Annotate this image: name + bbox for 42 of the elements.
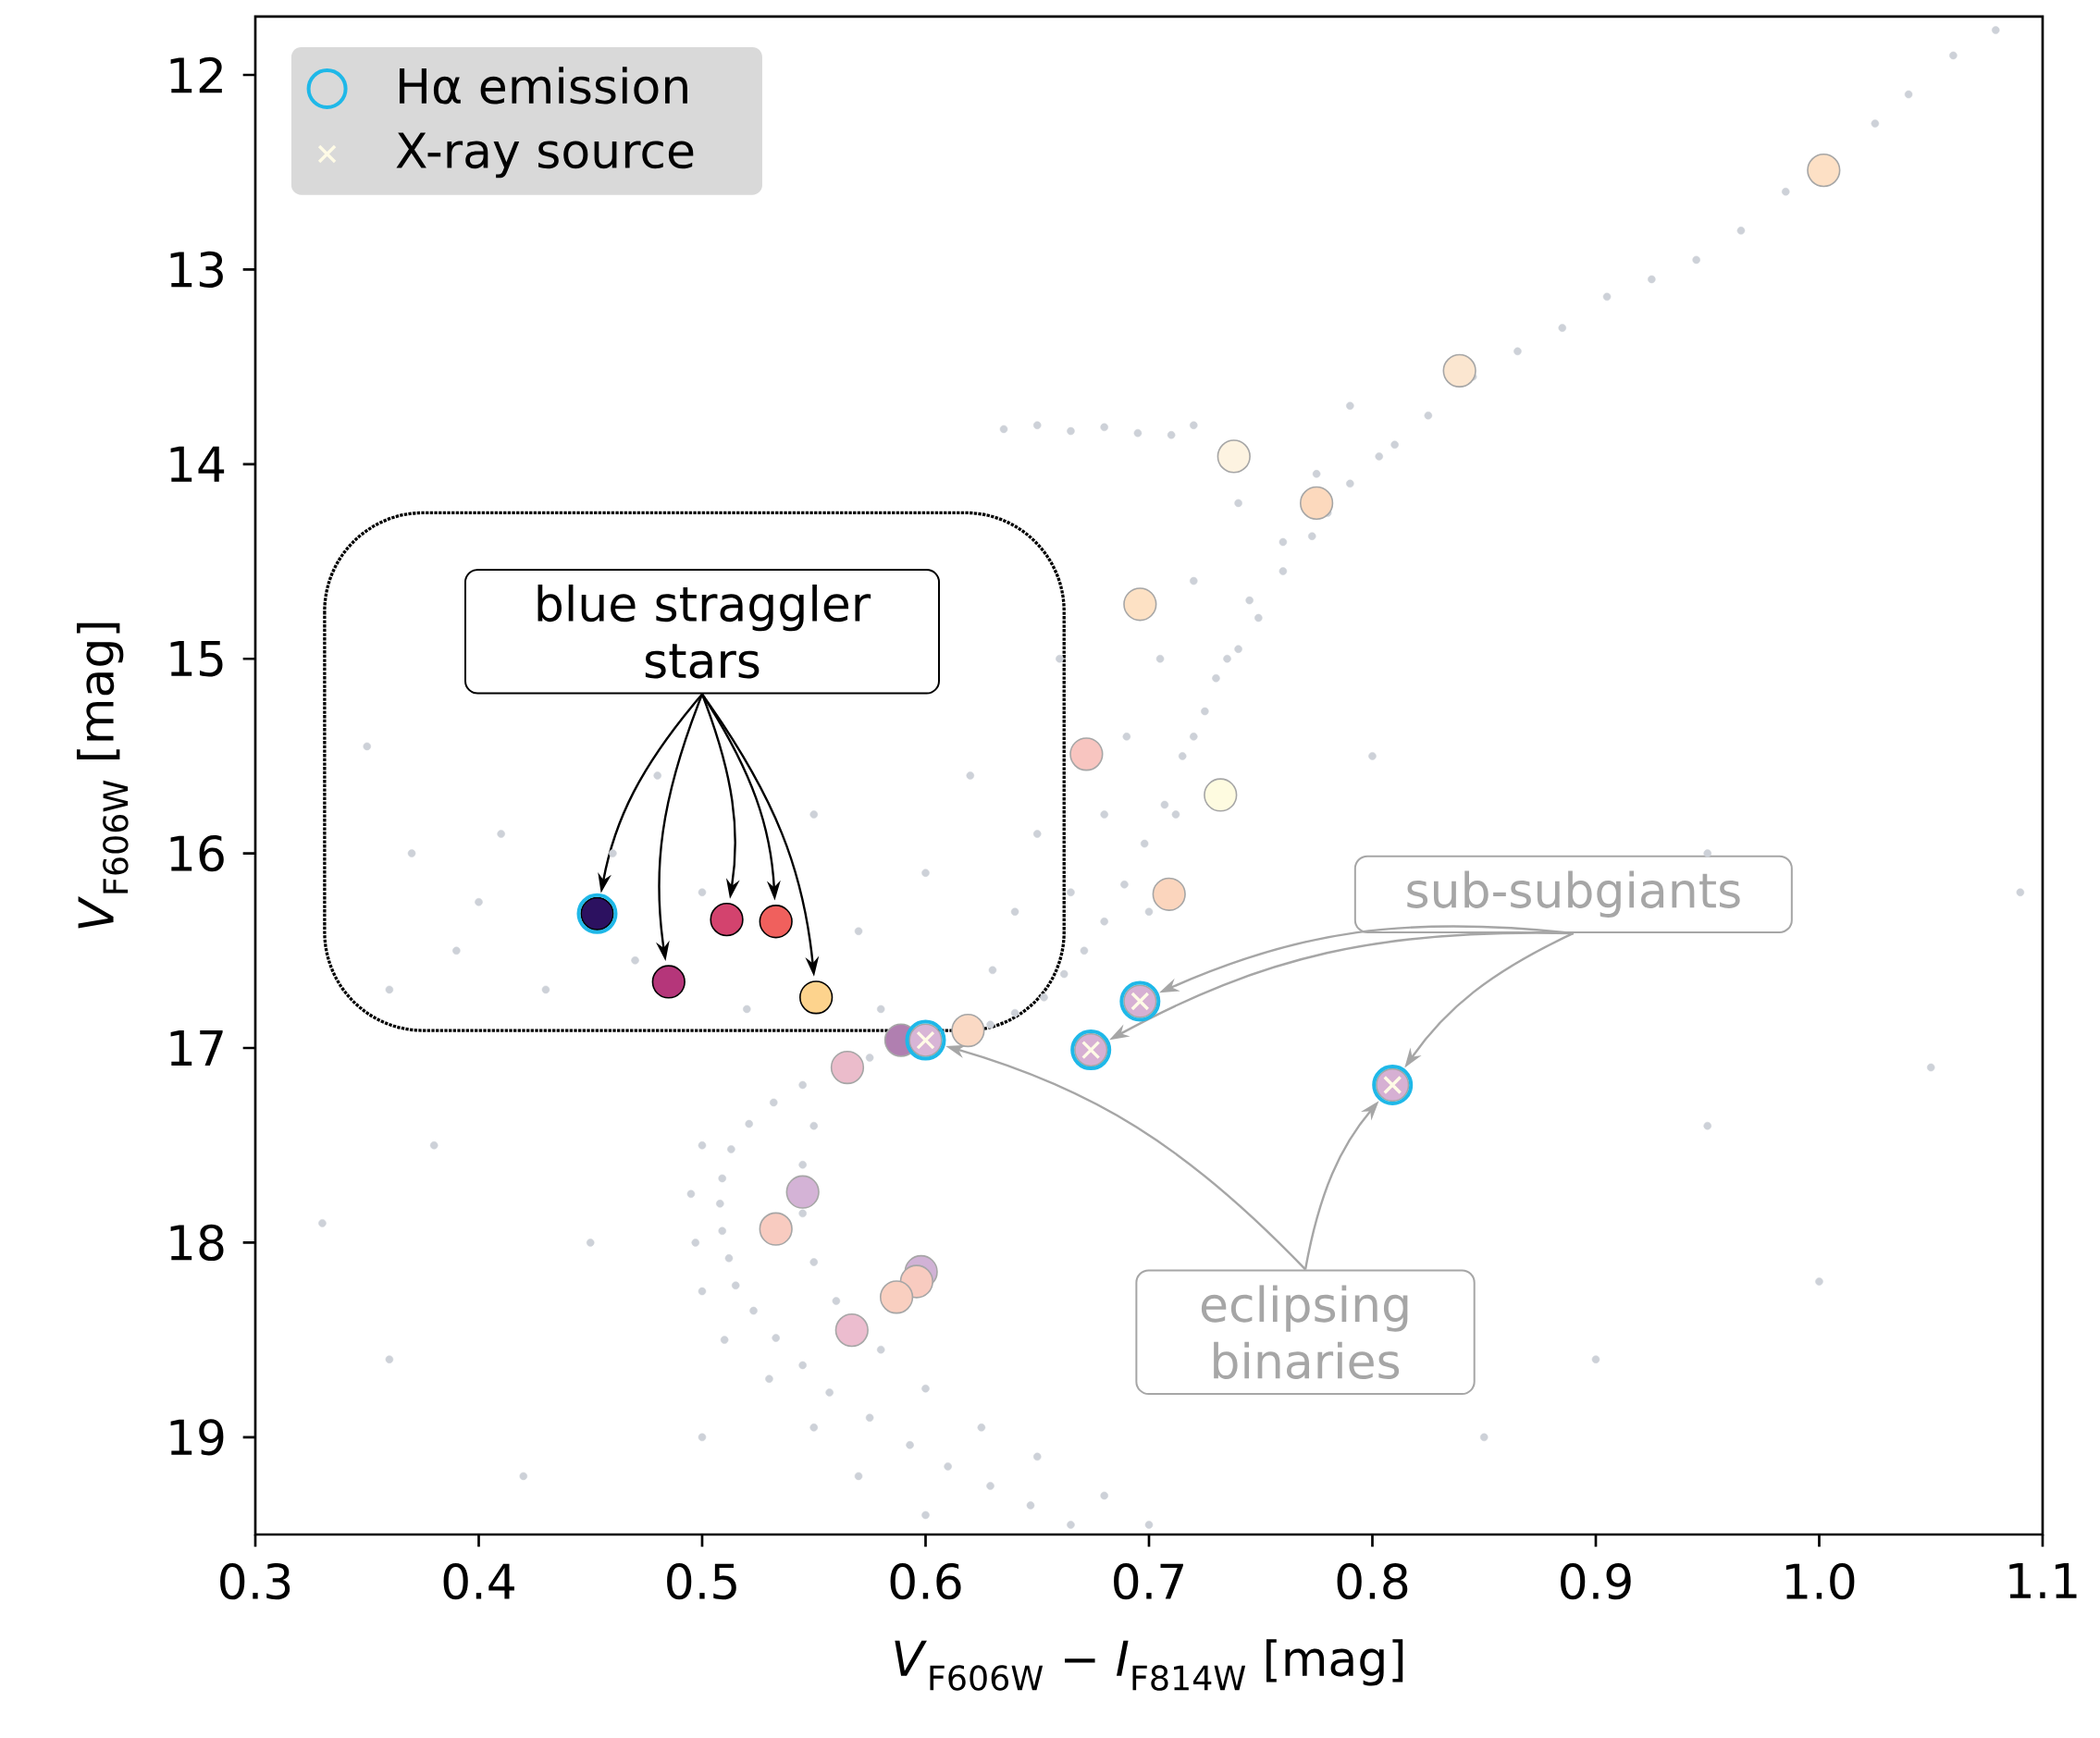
y-tick-label: 17	[170, 1030, 223, 1066]
x-tick-label: 0.5	[667, 1562, 736, 1600]
x-tick-label: 0.6	[890, 1562, 961, 1600]
point	[951, 1013, 985, 1048]
x-tick-label: 1.1	[2009, 1562, 2077, 1598]
x-axis-title: V$_{F606W}$ − I$_{F814W}$ [mag]	[895, 1639, 1403, 1691]
legend-label: X-ray source	[396, 132, 694, 179]
x-tick-label: 0.8	[1337, 1562, 1408, 1600]
x-tick-label: 0.7	[1114, 1562, 1183, 1600]
point	[1123, 587, 1157, 622]
y-tick-label: 15	[170, 640, 223, 677]
annotation: blue straggler stars	[537, 584, 871, 679]
x-tick-label: 0.9	[1561, 1562, 1631, 1600]
y-tick-label: 19	[170, 1419, 224, 1456]
y-tick-label: 12	[170, 56, 222, 93]
annotation: sub-subgiants	[1407, 870, 1740, 918]
y-tick-label: 16	[170, 834, 224, 872]
point	[1807, 153, 1841, 188]
point	[1152, 877, 1186, 911]
x-tick-label: 0.4	[443, 1562, 514, 1600]
point	[1442, 353, 1476, 388]
y-tick-label: 14	[170, 446, 225, 482]
y-axis-title: V$_{F606W}$ [mag]	[77, 622, 129, 929]
y-tick-label: 13	[170, 251, 223, 289]
y-tick-label: 18	[170, 1224, 224, 1262]
annotation: eclipsing binaries	[1201, 1285, 1408, 1379]
point	[759, 905, 793, 939]
point	[651, 965, 686, 999]
point	[1069, 737, 1104, 771]
point	[1204, 778, 1238, 812]
point	[799, 980, 834, 1015]
point	[710, 903, 744, 937]
point	[834, 1313, 869, 1348]
legend-label: Hα emission	[400, 67, 687, 105]
point	[759, 1212, 793, 1246]
point	[879, 1280, 914, 1314]
point	[785, 1175, 820, 1209]
point	[1299, 486, 1334, 521]
point	[830, 1050, 865, 1085]
x-tick-label: 0.3	[220, 1562, 290, 1600]
point	[1217, 439, 1251, 474]
x-tick-label: 1.0	[1785, 1562, 1855, 1600]
